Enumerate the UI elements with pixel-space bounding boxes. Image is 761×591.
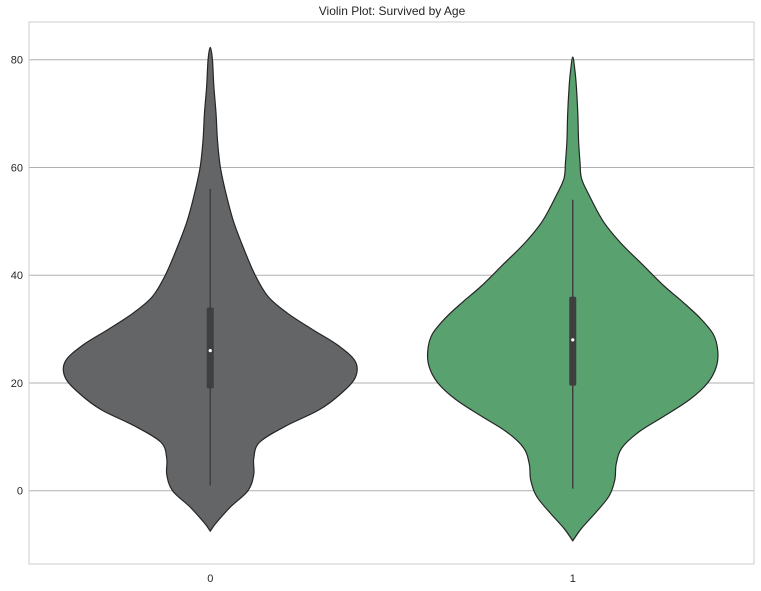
y-tick-label: 60 bbox=[11, 162, 23, 174]
plot-frame bbox=[28, 21, 755, 565]
y-tick-label: 20 bbox=[11, 378, 23, 390]
y-tick-label: 0 bbox=[17, 486, 23, 498]
y-tick-label: 80 bbox=[11, 55, 23, 67]
iqr-box-0 bbox=[206, 307, 214, 389]
median-marker-1 bbox=[571, 338, 575, 342]
x-tick-label: 0 bbox=[207, 573, 213, 585]
x-tick-label: 1 bbox=[570, 573, 576, 585]
median-marker-0 bbox=[208, 349, 212, 353]
y-tick-label: 40 bbox=[11, 270, 23, 282]
chart-title: Violin Plot: Survived by Age bbox=[319, 4, 466, 18]
